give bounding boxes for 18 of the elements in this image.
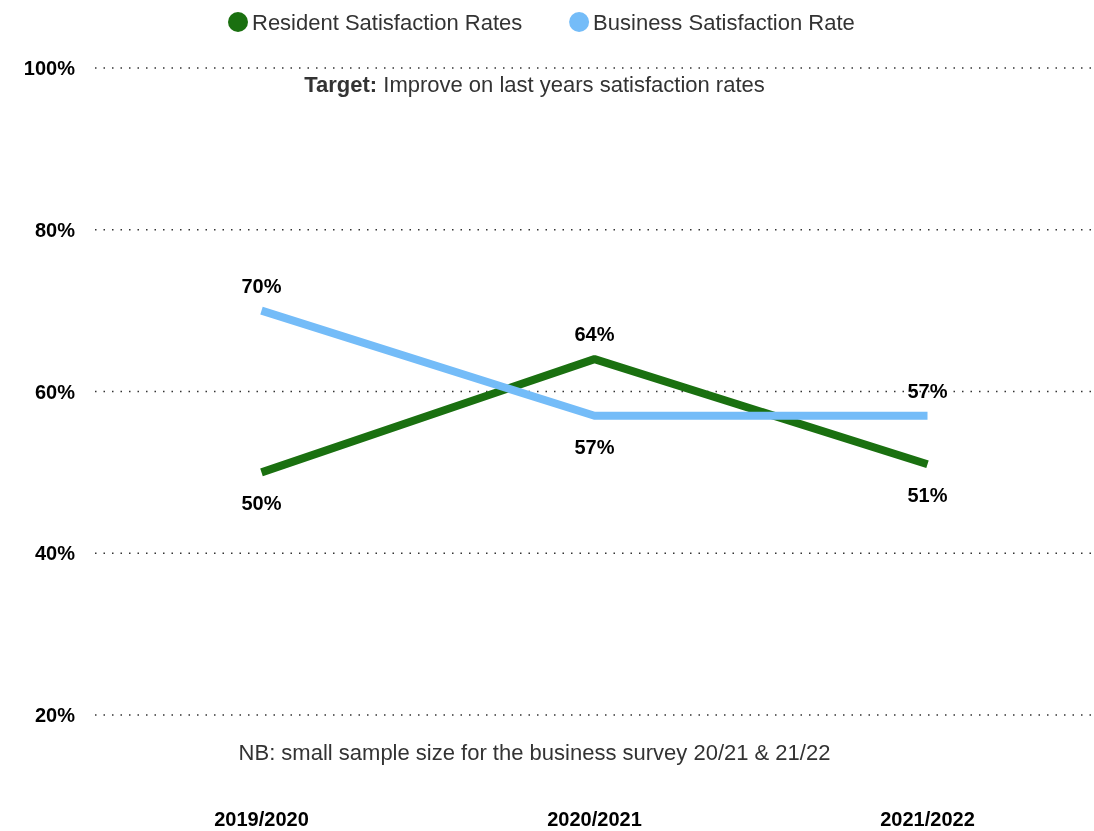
text: NB: small sample size for the business survey 20/21 & 21/22 bbox=[238, 740, 831, 765]
data-label: 51% bbox=[907, 484, 948, 507]
y-tick-label: 20% bbox=[34, 704, 76, 726]
legend-label: Business Satisfaction Rate bbox=[593, 10, 855, 35]
data-label: 57% bbox=[574, 435, 615, 458]
legend-label: Resident Satisfaction Rates bbox=[252, 10, 523, 35]
data-label: 57% bbox=[907, 379, 948, 402]
annotation: Target: Improve on last years satisfaction rates bbox=[304, 72, 765, 97]
x-tick-label: 2019/2020 bbox=[214, 808, 309, 830]
x-tick-label: 2020/2021 bbox=[547, 808, 642, 830]
data-label: 50% bbox=[241, 492, 282, 515]
y-tick-label: 100% bbox=[23, 57, 76, 79]
y-tick-label: 60% bbox=[34, 380, 76, 403]
y-tick-label: 40% bbox=[34, 542, 76, 565]
x-tick-label: 2021/2022 bbox=[880, 808, 975, 830]
y-tick-label: 80% bbox=[34, 218, 76, 241]
data-label: 64% bbox=[574, 323, 615, 346]
data-label: 70% bbox=[241, 274, 282, 297]
